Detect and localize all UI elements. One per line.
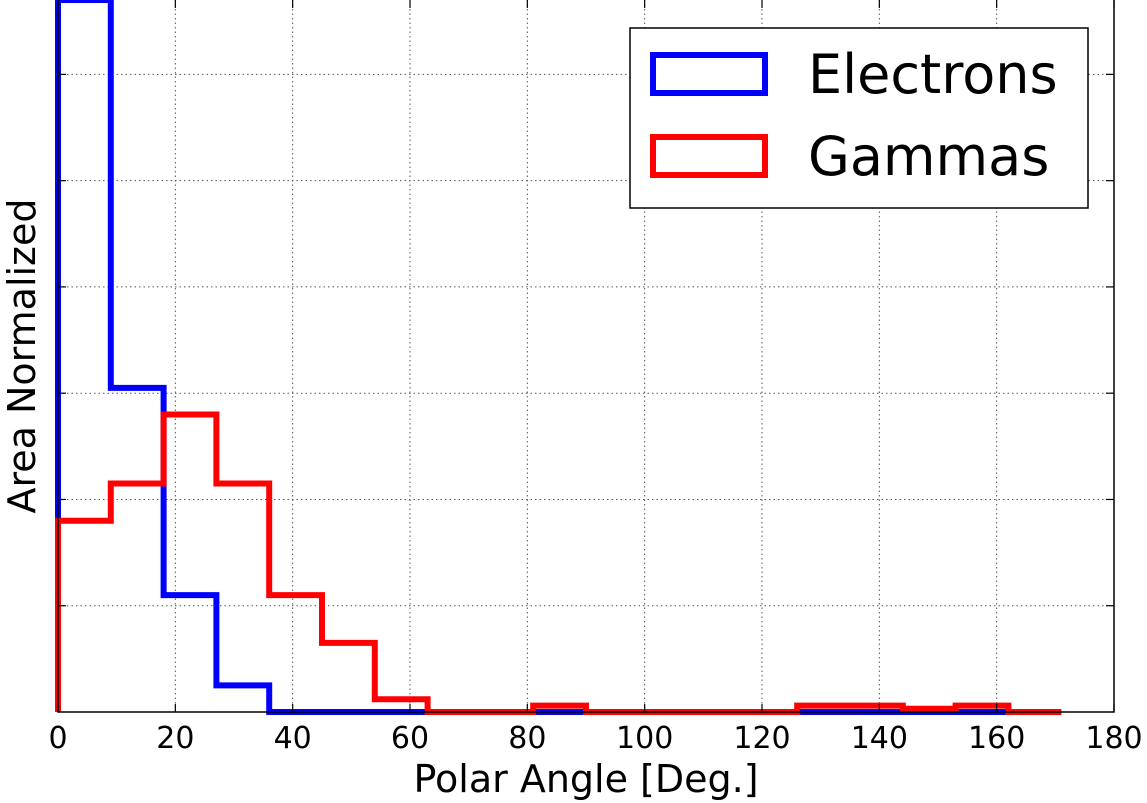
x-tick-label-180: 180 xyxy=(1085,721,1142,756)
x-tick-label-160: 160 xyxy=(968,721,1025,756)
x-tick-label-0: 0 xyxy=(48,721,67,756)
tick-marks xyxy=(57,0,1115,712)
legend-label-gammas: Gammas xyxy=(808,125,1049,188)
x-tick-label-100: 100 xyxy=(616,721,673,756)
grid-lines xyxy=(58,0,1114,712)
plot-frame xyxy=(57,0,1115,713)
tick-labels: 0 20 40 60 80 100 120 140 160 180 xyxy=(48,721,1142,756)
legend-swatch-gammas xyxy=(650,134,768,178)
x-tick-label-60: 60 xyxy=(391,721,429,756)
x-axis-label: Polar Angle [Deg.] xyxy=(413,757,758,801)
x-tick-label-40: 40 xyxy=(274,721,312,756)
x-tick-label-80: 80 xyxy=(508,721,546,756)
y-axis-label: Area Normalized xyxy=(0,198,44,513)
legend-label-electrons: Electrons xyxy=(808,43,1058,106)
x-tick-label-140: 140 xyxy=(851,721,908,756)
x-tick-label-20: 20 xyxy=(156,721,194,756)
legend-swatch-electrons xyxy=(650,52,768,96)
x-tick-label-120: 120 xyxy=(733,721,790,756)
series-line-gammas xyxy=(55,411,1062,715)
legend: Electrons Gammas xyxy=(629,27,1089,209)
